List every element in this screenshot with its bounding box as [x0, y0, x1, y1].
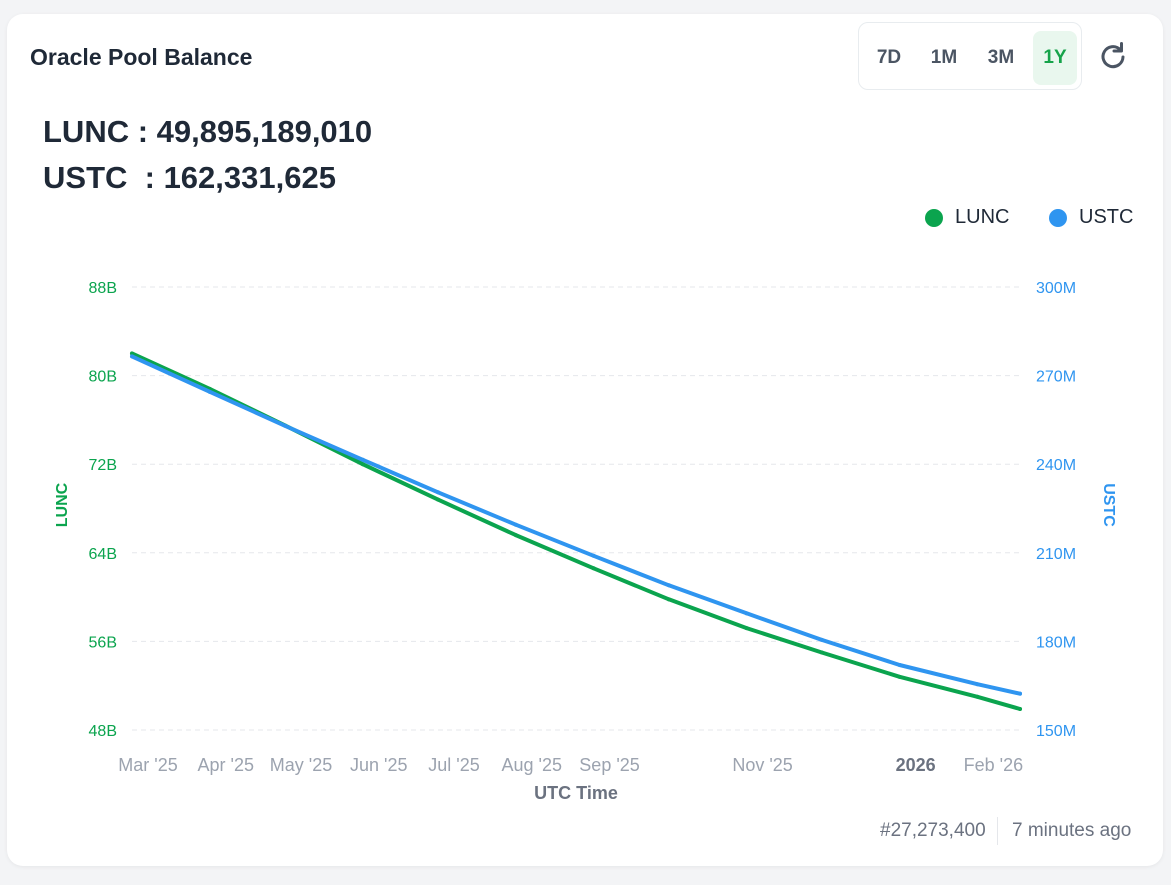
- ustc-balance-label: USTC: [43, 160, 128, 195]
- refresh-button[interactable]: [1096, 40, 1130, 74]
- legend-dot-ustc: [1049, 208, 1067, 227]
- footer-block-number: #27,273,400: [880, 820, 986, 841]
- footer-updated-time: 7 minutes ago: [1012, 820, 1132, 841]
- ustc-balance: USTC : 162,331,625: [43, 160, 336, 196]
- legend-dot-lunc: [925, 208, 943, 227]
- footer-divider: [997, 817, 998, 845]
- legend-label-ustc: USTC: [1079, 206, 1134, 228]
- lunc-balance-value: 49,895,189,010: [156, 114, 373, 149]
- range-button-1y[interactable]: 1Y: [1033, 31, 1077, 85]
- ustc-balance-separator: :: [127, 160, 164, 195]
- ustc-balance-value: 162,331,625: [163, 160, 336, 195]
- range-button-3m[interactable]: 3M: [987, 47, 1015, 68]
- lunc-balance-label: LUNC: [43, 114, 130, 149]
- range-button-7d[interactable]: 7D: [876, 47, 902, 68]
- lunc-balance: LUNC : 49,895,189,010: [43, 114, 372, 150]
- lunc-balance-separator: :: [129, 114, 157, 149]
- legend-item-lunc[interactable]: LUNC: [925, 206, 1009, 229]
- time-range-selector: 7D 1M 3M 1Y: [858, 22, 1082, 90]
- legend-item-ustc[interactable]: USTC: [1049, 206, 1133, 229]
- range-button-1m[interactable]: 1M: [930, 47, 958, 68]
- refresh-icon: [1101, 42, 1125, 69]
- legend-label-lunc: LUNC: [955, 206, 1010, 228]
- card-title: Oracle Pool Balance: [30, 44, 253, 70]
